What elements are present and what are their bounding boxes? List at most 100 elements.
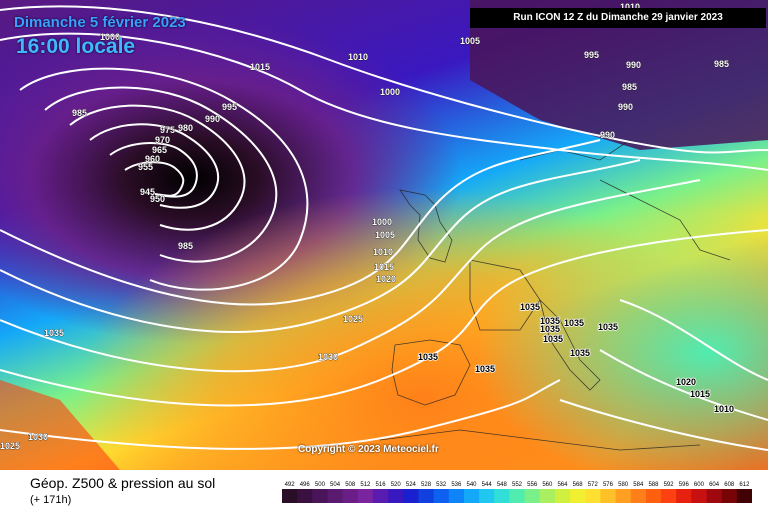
legend-tick-label: 512	[360, 482, 371, 488]
legend-tick-label: 524	[406, 482, 417, 488]
isobar-line	[0, 139, 601, 306]
legend-swatch	[524, 489, 541, 503]
isobar-line	[619, 299, 768, 381]
legend-swatch	[312, 489, 328, 503]
legend-tick-label: 560	[542, 482, 553, 488]
legend-swatch	[282, 489, 298, 503]
pressure-label: 1020	[676, 377, 696, 387]
pressure-label: 1035	[540, 324, 560, 334]
legend-swatch	[691, 489, 708, 503]
legend-tick-label: 572	[588, 482, 599, 488]
pressure-label: 945	[140, 187, 155, 197]
pressure-label: 1000	[372, 217, 392, 227]
legend-swatch	[615, 489, 632, 503]
legend-tick-label: 596	[679, 482, 690, 488]
isobar-line	[0, 5, 768, 154]
pressure-label: 990	[626, 60, 641, 70]
legend-tick-label: 492	[285, 482, 296, 488]
pressure-label: 970	[155, 135, 170, 145]
pressure-label: 975	[160, 125, 175, 135]
pressure-label: 1035	[475, 364, 495, 374]
legend-tick-label: 540	[467, 482, 478, 488]
isobar-line	[599, 349, 768, 421]
pressure-label: 1030	[318, 352, 338, 362]
legend-swatch	[403, 489, 419, 503]
legend-swatch	[676, 489, 692, 503]
legend-tick-label: 604	[709, 482, 720, 488]
legend-swatch	[463, 489, 480, 503]
pressure-label: 950	[150, 194, 165, 204]
legend-swatch	[448, 489, 465, 503]
pressure-label: 1035	[520, 302, 540, 312]
isobar-line	[0, 32, 768, 171]
pressure-label: 985	[714, 59, 729, 69]
pressure-label: 1015	[690, 389, 710, 399]
pressure-label: 990	[205, 114, 220, 124]
legend-tick-label: 608	[724, 482, 735, 488]
legend-swatch	[645, 489, 662, 503]
pressure-labels: 1000 100510151010100099599098598097597096…	[0, 2, 735, 452]
legend-swatch	[342, 489, 359, 503]
legend-swatch	[479, 489, 495, 503]
isobar-line	[0, 179, 701, 373]
legend-swatch	[600, 489, 617, 503]
legend-tick-label: 600	[694, 482, 705, 488]
legend-swatch	[554, 489, 571, 503]
legend-tick-label: 544	[482, 482, 493, 488]
pressure-label: 990	[600, 130, 615, 140]
pressure-label: 1035	[570, 348, 590, 358]
isobar-line	[0, 379, 561, 450]
pressure-label: 985	[178, 241, 193, 251]
pressure-label: 1025	[343, 314, 363, 324]
pressure-label: 1005	[460, 36, 480, 46]
pressure-label: 995	[222, 102, 237, 112]
isobar-line	[124, 161, 185, 197]
isobar-line	[89, 123, 220, 209]
pressure-label: 1010	[373, 247, 393, 257]
legend-tick-label: 576	[603, 482, 614, 488]
legend-swatch	[736, 489, 752, 503]
forecast-date: Dimanche 5 février 2023	[14, 14, 186, 31]
pressure-label: 1010	[620, 2, 640, 12]
pressure-label: 1015	[374, 262, 394, 272]
isobar-line	[69, 104, 246, 231]
pressure-label: 1005	[375, 230, 395, 240]
color-legend: 492 496 500 504 508 512 516 520 524 528 532 536 540 5…	[282, 482, 752, 503]
legend-tick-label: 516	[376, 482, 387, 488]
legend-tick-label: 584	[633, 482, 644, 488]
legend-tick-label: 496	[300, 482, 311, 488]
isobar-line	[109, 142, 198, 198]
pressure-label: 960	[145, 154, 160, 164]
pressure-label: 1035	[543, 334, 563, 344]
isobar-line	[19, 67, 309, 291]
forecast-time: 16:00 locale	[16, 35, 136, 58]
legend-tick-label: 588	[648, 482, 659, 488]
legend-swatch	[706, 489, 723, 503]
isobar-line	[44, 86, 278, 263]
pressure-label: 955	[138, 162, 153, 172]
pressure-label: 990	[618, 102, 633, 112]
legend-swatch	[661, 489, 677, 503]
legend-tick-label: 592	[664, 482, 675, 488]
legend-tick-label: 552	[512, 482, 523, 488]
legend-tick-label: 548	[497, 482, 508, 488]
legend-swatch	[585, 489, 601, 503]
pressure-label: 1010	[714, 404, 734, 414]
isobar-line	[559, 399, 768, 451]
legend-swatch	[630, 489, 647, 503]
coastlines	[379, 139, 731, 451]
pressure-label: 1015	[250, 62, 270, 72]
pressure-label: 995	[584, 50, 599, 60]
legend-swatch	[418, 489, 435, 503]
legend-swatch	[433, 489, 450, 503]
pressure-label: 1035	[418, 352, 438, 362]
isobar-line	[0, 159, 641, 333]
legend-swatch	[388, 489, 404, 503]
isobar-line	[0, 229, 768, 407]
pressure-label: 985	[72, 108, 87, 118]
copyright: Copyright © 2023 Meteociel.fr	[298, 444, 439, 455]
legend-tick-label: 508	[345, 482, 356, 488]
legend-tick-label: 528	[421, 482, 432, 488]
pressure-label: 1035	[598, 322, 618, 332]
run-info: Run ICON 12 Z du Dimanche 29 janvier 202…	[470, 8, 766, 28]
